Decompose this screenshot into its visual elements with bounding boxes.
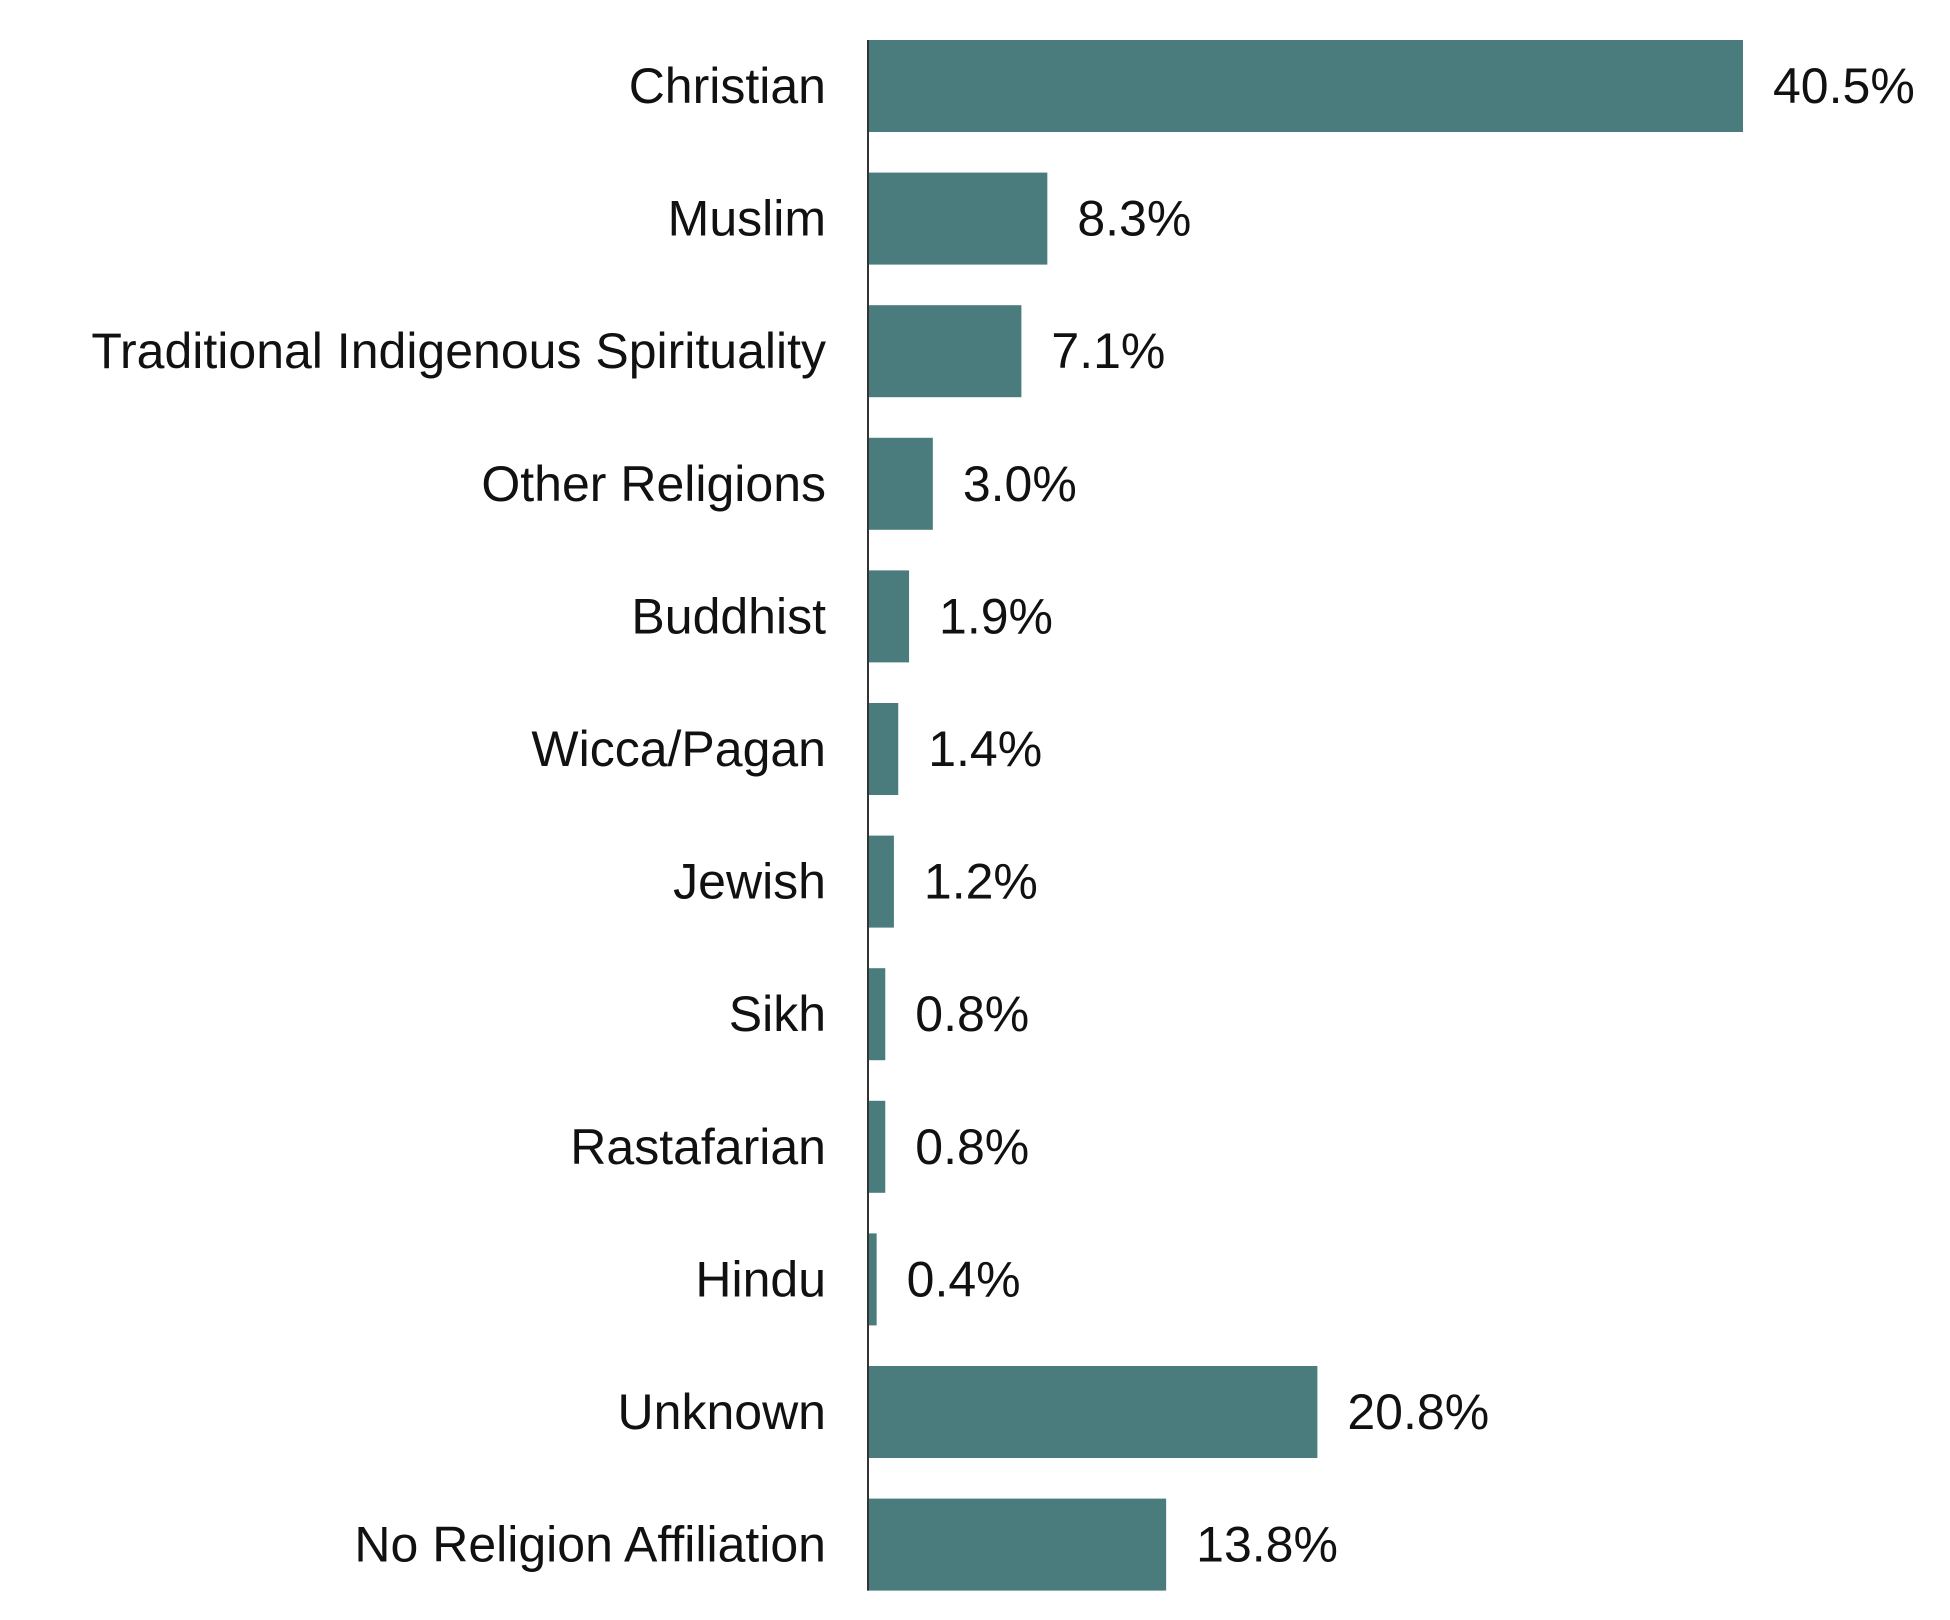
bar-group bbox=[868, 40, 1743, 1591]
value-label: 0.8% bbox=[915, 1119, 1029, 1175]
category-label: Sikh bbox=[729, 986, 826, 1042]
bar bbox=[868, 172, 1048, 265]
category-label: Hindu bbox=[695, 1251, 826, 1307]
value-label: 1.2% bbox=[924, 854, 1038, 910]
value-label: 7.1% bbox=[1051, 323, 1165, 379]
category-label: No Religion Affiliation bbox=[354, 1517, 826, 1573]
value-label: 0.4% bbox=[907, 1251, 1021, 1307]
bar bbox=[868, 1100, 886, 1193]
value-label: 1.4% bbox=[928, 721, 1042, 777]
category-label-group: Christian Muslim Traditional Indigenous Sp… bbox=[91, 58, 826, 1573]
bar bbox=[868, 305, 1022, 398]
bar bbox=[868, 437, 933, 530]
value-label: 1.9% bbox=[939, 588, 1053, 644]
bar bbox=[868, 968, 886, 1061]
bar bbox=[868, 1498, 1167, 1591]
bar bbox=[868, 703, 899, 795]
bar bbox=[868, 570, 910, 663]
bar bbox=[868, 1366, 1318, 1458]
category-label: Unknown bbox=[618, 1384, 826, 1440]
category-label: Traditional Indigenous Spirituality bbox=[91, 323, 826, 379]
category-label: Rastafarian bbox=[570, 1119, 826, 1175]
category-label: Christian bbox=[629, 58, 826, 114]
value-label: 13.8% bbox=[1196, 1517, 1338, 1573]
bar bbox=[868, 40, 1743, 132]
value-label: 8.3% bbox=[1077, 191, 1191, 247]
value-label: 0.8% bbox=[915, 986, 1029, 1042]
value-label-group: 40.5% 8.3% 7.1% 3.0% 1.9% 1.4% 1.2% 0.8% 0.8% 0.4… bbox=[907, 58, 1915, 1573]
value-label: 3.0% bbox=[963, 456, 1077, 512]
bar bbox=[868, 1233, 877, 1326]
bar bbox=[868, 835, 894, 928]
category-label: Jewish bbox=[673, 854, 826, 910]
category-label: Buddhist bbox=[631, 588, 826, 644]
category-label: Other Religions bbox=[481, 456, 826, 512]
value-label: 40.5% bbox=[1773, 58, 1915, 114]
value-label: 20.8% bbox=[1347, 1384, 1489, 1440]
category-label: Muslim bbox=[668, 191, 826, 247]
category-label: Wicca/Pagan bbox=[531, 721, 826, 777]
